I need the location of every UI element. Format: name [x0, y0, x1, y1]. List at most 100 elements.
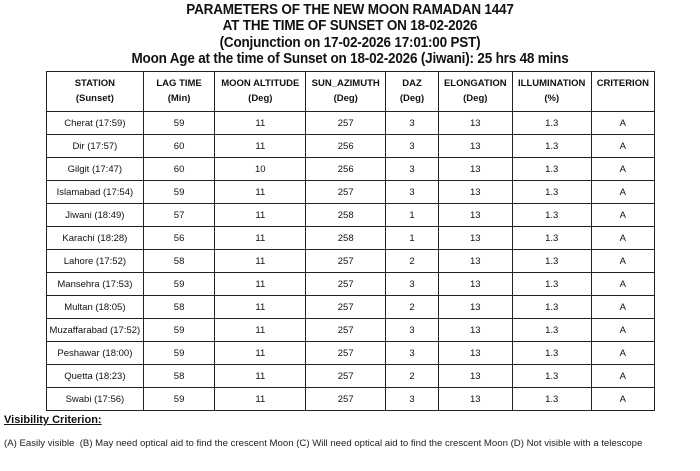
- column-header-top: MOON ALTITUDE: [221, 78, 300, 89]
- criterion-item: (C) Will need optical aid to find the cr…: [296, 438, 508, 449]
- table-cell: A: [590, 387, 656, 411]
- table-cell: 58: [142, 249, 216, 273]
- table-cell: Mansehra (17:53): [46, 272, 144, 296]
- table-cell: 257: [305, 364, 387, 388]
- table-cell: 1.3: [511, 157, 592, 181]
- title-line: Moon Age at the time of Sunset on 18-02-…: [131, 50, 569, 67]
- table-cell: 11: [214, 134, 307, 158]
- column-header-bottom: (Deg): [248, 93, 273, 104]
- table-cell: 11: [214, 180, 307, 204]
- column-header-bottom: (%): [544, 93, 560, 104]
- column-header-top: ELONGATION: [443, 78, 507, 89]
- table-cell: 3: [385, 272, 439, 296]
- table-cell: 2: [385, 249, 439, 273]
- table-cell: 1.3: [511, 387, 592, 411]
- table-cell: A: [590, 226, 656, 250]
- table-row: Cherat (17:59) 59 11 257 3 13 1.3 A: [46, 111, 656, 135]
- table-cell: 13: [437, 180, 513, 204]
- table-row: Dir (17:57) 60 11 256 3 13 1.3 A: [46, 134, 656, 158]
- table-cell: 257: [305, 387, 387, 411]
- table-row: Jiwani (18:49) 57 11 258 1 13 1.3 A: [46, 203, 656, 227]
- document-title: PARAMETERS OF THE NEW MOON RAMADAN 1447 …: [0, 2, 700, 67]
- table-row: Quetta (18:23) 58 11 257 2 13 1.3 A: [46, 364, 656, 388]
- column-header-bottom: (Deg): [333, 93, 358, 104]
- criterion-item: (B) May need optical aid to find the cre…: [79, 438, 294, 449]
- column-header: STATION (Sunset): [46, 71, 144, 112]
- table-cell: 258: [305, 226, 387, 250]
- title-line: AT THE TIME OF SUNSET ON 18-02-2026: [222, 18, 478, 35]
- table-cell: 257: [305, 295, 387, 319]
- table-cell: 11: [214, 318, 307, 342]
- table-cell: 11: [214, 387, 307, 411]
- column-header-top: CRITERION: [596, 78, 649, 89]
- column-header: DAZ (Deg): [385, 71, 439, 112]
- table-cell: 13: [437, 249, 513, 273]
- table-row: Swabi (17:56) 59 11 257 3 13 1.3 A: [46, 387, 656, 411]
- table-cell: 1.3: [511, 318, 592, 342]
- table-cell: A: [590, 180, 656, 204]
- table-cell: Cherat (17:59): [46, 111, 144, 135]
- table-cell: A: [590, 111, 656, 135]
- title-line: (Conjunction on 17-02-2026 17:01:00 PST): [219, 34, 481, 51]
- table-row: Gilgit (17:47) 60 10 256 3 13 1.3 A: [46, 157, 656, 181]
- table-cell: 59: [142, 387, 216, 411]
- table-cell: A: [590, 364, 656, 388]
- table-cell: 59: [142, 318, 216, 342]
- table-cell: 2: [385, 364, 439, 388]
- table-cell: 2: [385, 295, 439, 319]
- table-cell: A: [590, 272, 656, 296]
- table-cell: 11: [214, 249, 307, 273]
- column-header: SUN_AZIMUTH (Deg): [305, 71, 387, 112]
- column-header-top: STATION: [74, 78, 116, 89]
- table-cell: 58: [142, 364, 216, 388]
- table-cell: A: [590, 318, 656, 342]
- column-header-bottom: (Sunset): [75, 93, 114, 104]
- table-row: Islamabad (17:54) 59 11 257 3 13 1.3 A: [46, 180, 656, 204]
- table-cell: 257: [305, 318, 387, 342]
- column-header-top: ILLUMINATION: [518, 78, 586, 89]
- table-cell: 56: [142, 226, 216, 250]
- table-cell: A: [590, 157, 656, 181]
- table-cell: A: [590, 341, 656, 365]
- table-cell: 13: [437, 272, 513, 296]
- table-cell: 13: [437, 226, 513, 250]
- table-cell: 13: [437, 387, 513, 411]
- table-cell: Swabi (17:56): [46, 387, 144, 411]
- column-header-top: DAZ: [402, 78, 422, 89]
- column-header: LAG TIME (Min): [142, 71, 216, 112]
- table-cell: 11: [214, 226, 307, 250]
- table-cell: 13: [437, 157, 513, 181]
- table-row: Mansehra (17:53) 59 11 257 3 13 1.3 A: [46, 272, 656, 296]
- table-cell: 10: [214, 157, 307, 181]
- table-cell: Lahore (17:52): [46, 249, 144, 273]
- table-cell: 13: [437, 203, 513, 227]
- table-cell: 1.3: [511, 180, 592, 204]
- table-cell: 11: [214, 272, 307, 296]
- column-header: ELONGATION (Deg): [437, 71, 513, 112]
- table-cell: 3: [385, 111, 439, 135]
- table-cell: A: [590, 134, 656, 158]
- column-header-bottom: (Deg): [463, 93, 488, 104]
- criterion-item: (A) Easily visible: [4, 438, 75, 449]
- table-cell: A: [590, 203, 656, 227]
- table-cell: Quetta (18:23): [46, 364, 144, 388]
- table-cell: 59: [142, 111, 216, 135]
- table-cell: 60: [142, 134, 216, 158]
- table-cell: 257: [305, 272, 387, 296]
- column-header: MOON ALTITUDE (Deg): [214, 71, 307, 112]
- table-cell: 1.3: [511, 295, 592, 319]
- moon-parameters-table: STATION (Sunset) LAG TIME (Min) MOON ALTITUD…: [46, 71, 656, 411]
- table-cell: Muzaffarabad (17:52): [46, 318, 144, 342]
- table-cell: 257: [305, 180, 387, 204]
- table-cell: A: [590, 295, 656, 319]
- table-cell: 3: [385, 341, 439, 365]
- table-cell: 11: [214, 203, 307, 227]
- table-cell: 13: [437, 318, 513, 342]
- table-cell: 57: [142, 203, 216, 227]
- table-cell: 11: [214, 111, 307, 135]
- table-cell: 11: [214, 341, 307, 365]
- table-cell: Karachi (18:28): [46, 226, 144, 250]
- table-cell: 1.3: [511, 226, 592, 250]
- table-cell: 256: [305, 157, 387, 181]
- table-row: Multan (18:05) 58 11 257 2 13 1.3 A: [46, 295, 656, 319]
